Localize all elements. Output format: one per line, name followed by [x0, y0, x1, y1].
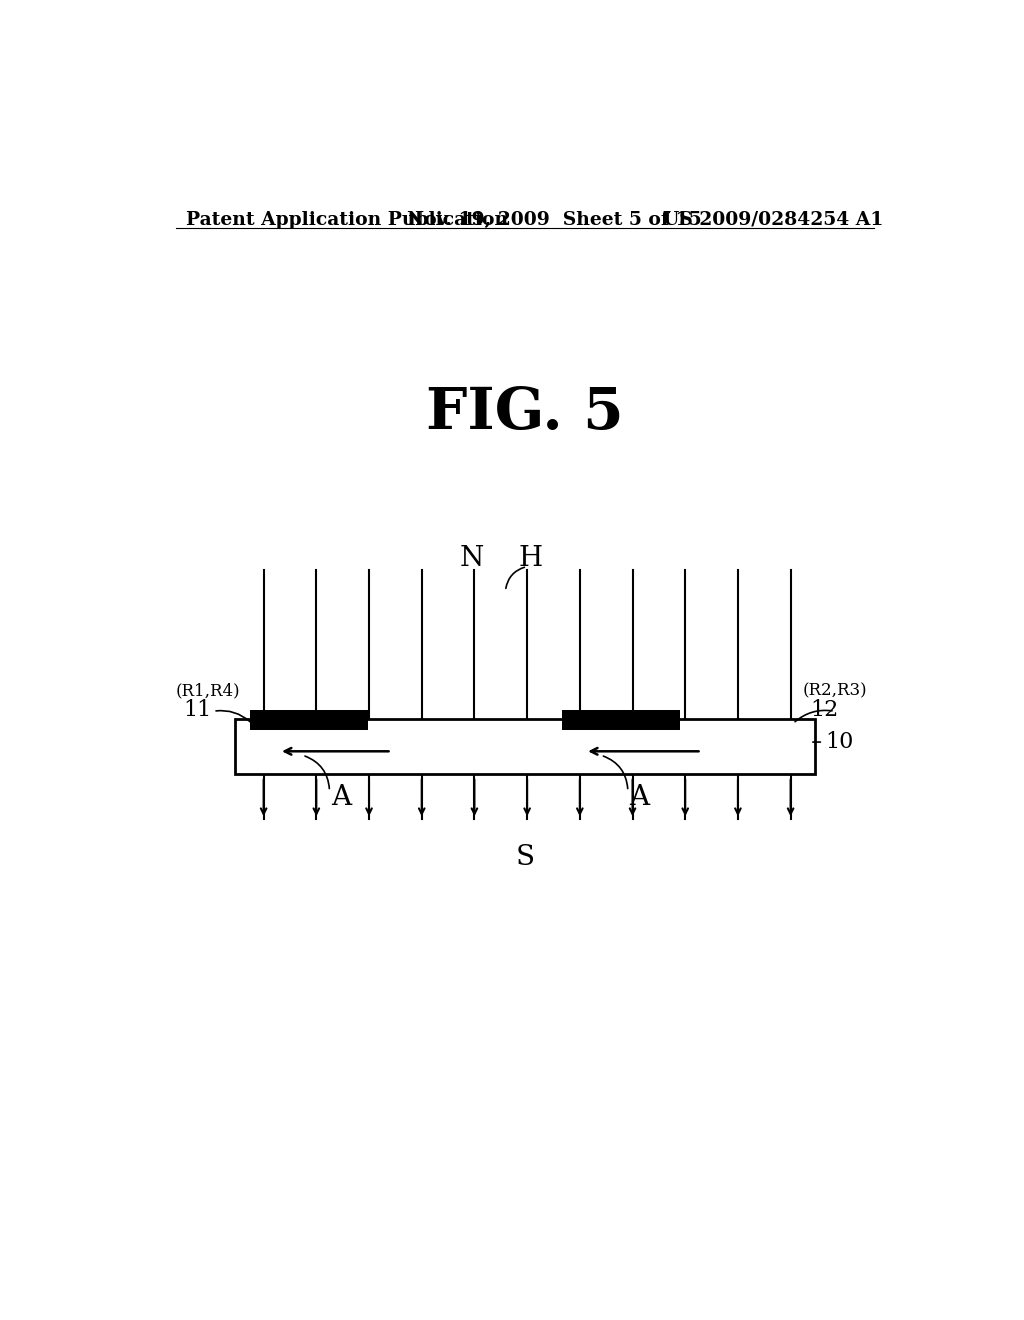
Text: 10: 10 — [825, 731, 854, 752]
Text: H: H — [519, 545, 543, 573]
Text: N: N — [459, 545, 483, 573]
Bar — [562, 710, 680, 730]
Text: 11: 11 — [183, 698, 212, 721]
Text: Patent Application Publication: Patent Application Publication — [186, 211, 508, 228]
Text: A: A — [331, 784, 351, 810]
Bar — [251, 710, 369, 730]
Text: (R1,R4): (R1,R4) — [176, 682, 241, 700]
Text: 12: 12 — [810, 698, 839, 721]
Text: A: A — [630, 784, 649, 810]
Text: (R2,R3): (R2,R3) — [802, 682, 867, 700]
Text: Nov. 19, 2009  Sheet 5 of 15: Nov. 19, 2009 Sheet 5 of 15 — [407, 211, 701, 228]
Text: FIG. 5: FIG. 5 — [426, 384, 624, 441]
Bar — [234, 719, 815, 775]
Text: US 2009/0284254 A1: US 2009/0284254 A1 — [663, 211, 883, 228]
Text: S: S — [515, 843, 535, 871]
